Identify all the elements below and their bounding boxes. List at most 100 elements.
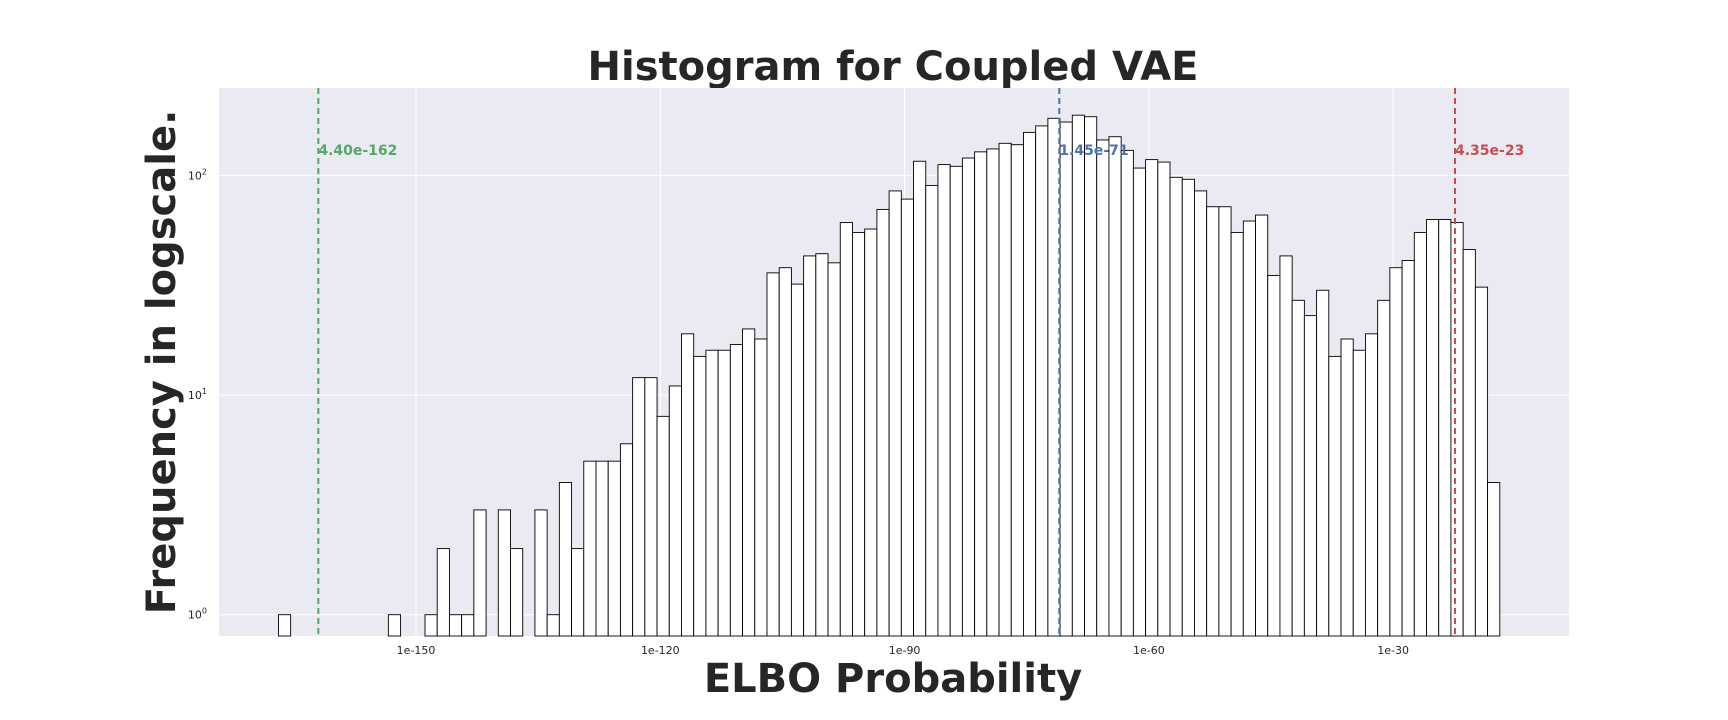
histogram-bar	[949, 165, 963, 637]
histogram-bar	[754, 338, 768, 637]
histogram-bar	[473, 509, 487, 637]
histogram-bar	[1145, 159, 1159, 637]
reference-line-label: 4.35e-23	[1455, 143, 1524, 159]
histogram-bar	[424, 614, 438, 637]
histogram-bar	[803, 255, 817, 637]
histogram-bar	[1218, 206, 1232, 637]
histogram-bar	[546, 614, 560, 637]
histogram-bar	[1084, 116, 1098, 637]
reference-lines: 4.40e-162 1.45e-71 4.35e-23	[317, 88, 1524, 636]
histogram-bar	[876, 208, 890, 637]
histogram-bar	[1255, 214, 1269, 637]
y-tick-label: 102	[188, 167, 207, 182]
histogram-bar	[1340, 338, 1354, 637]
histogram-bar	[1120, 149, 1134, 637]
histogram-bar	[534, 509, 548, 637]
histogram-bar	[1071, 114, 1085, 637]
histogram-bar	[387, 614, 402, 637]
histogram-bar	[607, 460, 621, 637]
histogram-bar	[827, 262, 841, 637]
histogram-bar	[1230, 231, 1244, 637]
histogram-bar	[1108, 136, 1122, 637]
histogram-bar	[644, 377, 658, 637]
histogram-bar	[1169, 176, 1183, 637]
chart-title: Histogram for Coupled VAE	[588, 44, 1199, 90]
histogram-bar	[852, 231, 866, 637]
histogram-bar	[961, 157, 976, 637]
histogram-bar	[693, 355, 707, 637]
histogram-bar	[1181, 178, 1195, 637]
x-tick-label: 1e-30	[1377, 644, 1409, 657]
x-axis-label: ELBO Probability	[704, 656, 1082, 702]
histogram-bar	[1242, 220, 1256, 637]
histogram-bar	[717, 349, 731, 637]
histogram-bar	[1438, 219, 1452, 637]
histogram-bar	[778, 267, 792, 637]
y-axis-label: Frequency in logscale.	[139, 110, 185, 615]
histogram-bar	[571, 548, 585, 637]
reference-line-label: 1.45e-71	[1059, 143, 1128, 159]
histogram-bar	[277, 614, 292, 637]
histogram-bar	[497, 509, 511, 637]
histogram-bar	[839, 222, 853, 637]
y-tick-label: 100	[188, 607, 207, 622]
histogram-bar	[742, 328, 756, 637]
histogram-bar	[1059, 121, 1073, 637]
histogram-bar	[1316, 289, 1330, 637]
histogram-bar	[1096, 139, 1110, 637]
histogram-bar	[1291, 299, 1305, 637]
histogram-bar	[1462, 249, 1476, 637]
histogram-bar	[705, 349, 719, 637]
histogram-bar	[619, 443, 634, 637]
histogram-bar	[1157, 161, 1171, 637]
histogram-bar	[1413, 231, 1427, 637]
histogram-bar	[766, 272, 780, 637]
histogram-bar	[461, 614, 475, 637]
histogram-bar	[1035, 125, 1049, 637]
histogram-bar	[986, 148, 1000, 637]
histogram-bar	[1023, 131, 1037, 637]
histogram-bar	[1401, 260, 1415, 637]
histogram-bar	[937, 164, 951, 637]
histogram-bar	[448, 614, 463, 637]
histogram-bar	[888, 190, 902, 637]
histogram-bar	[1267, 275, 1281, 637]
histogram-bar	[1377, 299, 1391, 637]
histogram-bar	[790, 283, 805, 637]
histogram-bar	[1487, 482, 1501, 637]
histogram-bar	[436, 548, 450, 637]
histogram-bar	[681, 333, 695, 637]
histogram-bar	[1328, 355, 1342, 637]
histogram-bar	[925, 185, 939, 637]
histogram-bar	[656, 415, 670, 637]
y-axis-ticks: 100 101 102	[188, 167, 207, 621]
histogram-bar	[1450, 222, 1464, 637]
histogram-bar	[1047, 117, 1061, 637]
histogram-bar	[595, 460, 609, 637]
histogram-bar	[1194, 190, 1208, 637]
reference-line-label: 4.40e-162	[318, 143, 397, 159]
histogram-bar	[900, 198, 914, 637]
histogram-bar	[668, 385, 682, 637]
x-tick-label: 1e-60	[1133, 644, 1165, 657]
histogram-bar	[583, 460, 597, 637]
histogram-bar	[632, 377, 646, 637]
histogram-bar	[974, 151, 988, 637]
histogram-bar	[864, 228, 878, 637]
histogram-bar	[1303, 315, 1318, 637]
y-tick-label: 101	[188, 387, 207, 402]
x-tick-label: 1e-90	[889, 644, 921, 657]
histogram-bar	[510, 548, 524, 637]
histogram-bar	[1279, 255, 1293, 637]
histogram-bars	[277, 114, 1501, 637]
x-tick-label: 1e-150	[397, 644, 436, 657]
histogram-bar	[729, 343, 744, 637]
histogram-bar	[558, 482, 573, 637]
x-tick-label: 1e-120	[641, 644, 680, 657]
histogram-bar	[1206, 206, 1220, 637]
histogram-bar	[1352, 349, 1366, 637]
histogram-bar	[1426, 219, 1440, 637]
histogram-bar	[1364, 333, 1379, 637]
histogram-bar	[913, 160, 927, 637]
